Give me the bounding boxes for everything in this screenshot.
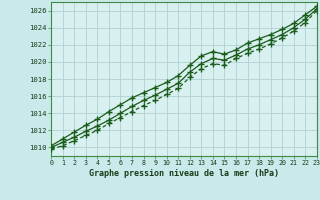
- X-axis label: Graphe pression niveau de la mer (hPa): Graphe pression niveau de la mer (hPa): [89, 169, 279, 178]
